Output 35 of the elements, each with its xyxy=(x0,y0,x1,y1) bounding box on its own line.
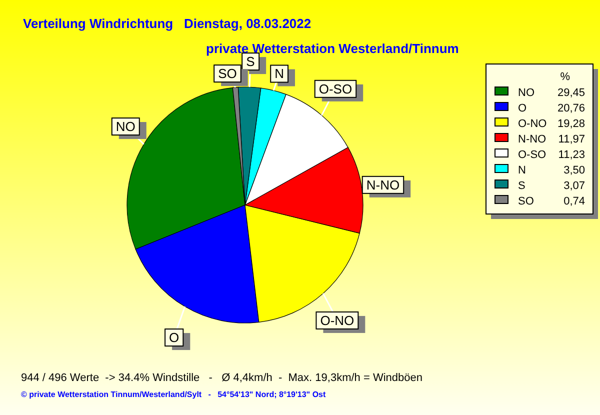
legend-label: O xyxy=(518,102,527,114)
text: © private Wetterstation Tinnum/Westerland/Sylt - 54°54'13" Nord; 8°19'13" Ost xyxy=(21,390,326,399)
data-label: 20,76 xyxy=(557,102,585,114)
legend-label: O-SO xyxy=(518,149,547,161)
slice-label: O-NO xyxy=(320,312,354,328)
data-label: 11,23 xyxy=(558,149,585,161)
slice-label: O xyxy=(169,330,180,346)
legend-title: % xyxy=(560,71,570,83)
legend-label: SO xyxy=(518,196,534,208)
chart-title: Verteilung Windrichtung Dienstag, 08.03.2022 xyxy=(23,16,312,31)
slice-label: O-SO xyxy=(318,81,352,96)
callout-label: SO xyxy=(214,64,248,88)
callout-label: NO xyxy=(111,118,146,145)
slice-label: SO xyxy=(218,66,237,82)
callout-label: N-NO xyxy=(362,176,411,198)
data-label: 19,28 xyxy=(557,118,585,130)
data-label: 29,45 xyxy=(557,87,585,99)
slice-label: NO xyxy=(116,119,136,134)
slice-label: N-NO xyxy=(366,177,400,192)
legend-label: N-NO xyxy=(518,134,547,146)
slice-label: S xyxy=(246,54,256,70)
text: 944 / 496 Werte -> 34.4% Windstille - Ø 4,4km/h - Max. 19,3km/h = Windböen xyxy=(21,372,422,384)
callout-label: N xyxy=(270,64,295,91)
legend-label: O-NO xyxy=(518,118,548,130)
legend-label: S xyxy=(518,180,526,192)
legend-label: N xyxy=(518,164,526,176)
data-label: 3,07 xyxy=(564,180,585,192)
callout-label: O xyxy=(164,306,190,350)
data-label: 11,97 xyxy=(558,134,585,146)
data-label: 3,50 xyxy=(564,164,585,176)
legend-label: NO xyxy=(518,87,535,99)
callout-label: O-NO xyxy=(316,293,366,333)
slice-label: N xyxy=(274,66,284,82)
data-label: 0,74 xyxy=(564,196,585,208)
callout-label: O-SO xyxy=(314,80,364,116)
